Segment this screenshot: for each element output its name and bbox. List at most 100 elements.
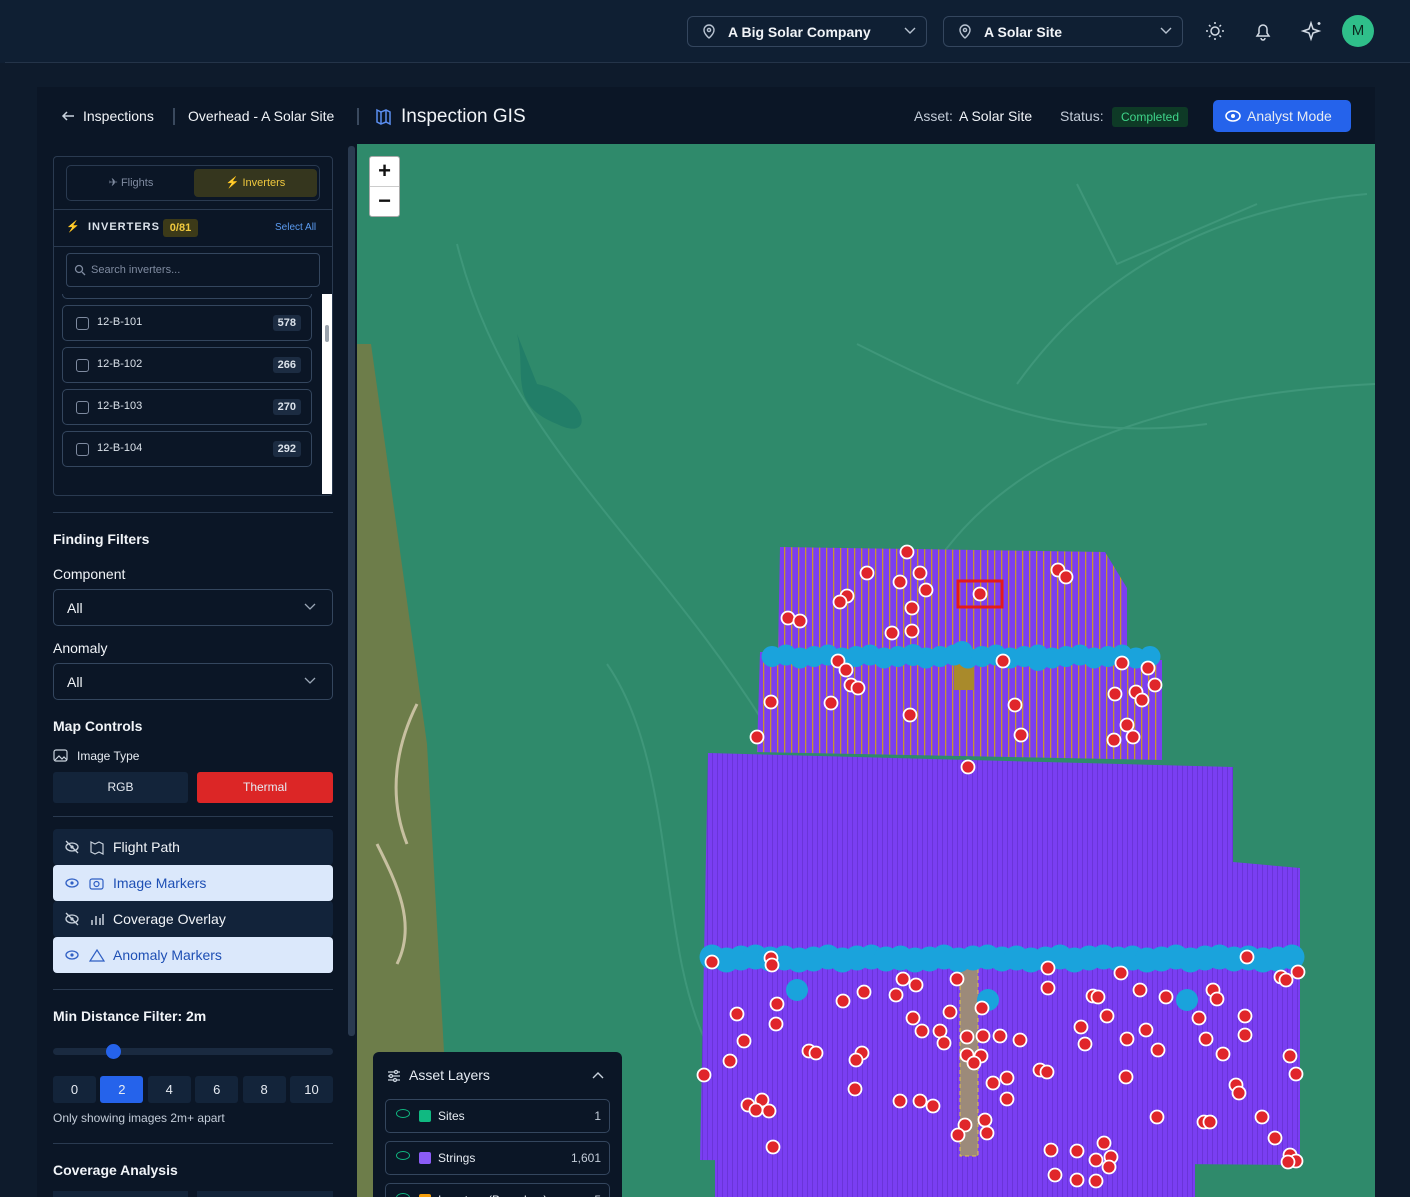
anomaly-marker[interactable]	[895, 971, 911, 987]
anomaly-marker[interactable]	[1125, 729, 1141, 745]
scroll-thumb[interactable]	[325, 325, 329, 342]
anomaly-marker[interactable]	[1267, 1130, 1283, 1146]
inverter-item[interactable]: 12-B-101 578	[62, 305, 312, 341]
anomaly-marker[interactable]	[835, 993, 851, 1009]
anomaly-marker[interactable]	[974, 1000, 990, 1016]
anomaly-marker[interactable]	[749, 729, 765, 745]
anomaly-marker[interactable]	[999, 1070, 1015, 1086]
anomaly-marker[interactable]	[1288, 1066, 1304, 1082]
anomaly-marker[interactable]	[1058, 569, 1074, 585]
anomaly-marker[interactable]	[1239, 949, 1255, 965]
anomaly-marker[interactable]	[902, 707, 918, 723]
anomaly-marker[interactable]	[1231, 1085, 1247, 1101]
sidebar-scrollbar[interactable]	[348, 146, 355, 1036]
search-input[interactable]: Search inverters...	[66, 253, 320, 287]
anomaly-marker[interactable]	[1138, 1022, 1154, 1038]
anomaly-marker[interactable]	[832, 594, 848, 610]
anomaly-marker[interactable]	[960, 759, 976, 775]
anomaly-marker[interactable]	[1077, 1036, 1093, 1052]
layer-toggle[interactable]: Image Markers	[53, 865, 333, 901]
anomaly-marker[interactable]	[1040, 960, 1056, 976]
anomaly-marker[interactable]	[1215, 1046, 1231, 1062]
anomaly-marker[interactable]	[722, 1053, 738, 1069]
anomaly-marker[interactable]	[808, 1045, 824, 1061]
anomaly-marker[interactable]	[908, 977, 924, 993]
anomaly-marker[interactable]	[1069, 1172, 1085, 1188]
anomaly-marker[interactable]	[892, 1093, 908, 1109]
image-marker[interactable]	[1279, 944, 1305, 970]
asset-layer-row[interactable]: Inverters (Boundary) 5	[385, 1183, 610, 1197]
anomaly-marker[interactable]	[761, 1103, 777, 1119]
anomaly-marker[interactable]	[1147, 677, 1163, 693]
anomaly-marker[interactable]	[966, 1055, 982, 1071]
anomaly-marker[interactable]	[932, 1023, 948, 1039]
anomaly-marker[interactable]	[1149, 1109, 1165, 1125]
select-all[interactable]: Select All	[275, 222, 317, 233]
anomaly-marker[interactable]	[780, 610, 796, 626]
anomaly-marker[interactable]	[748, 1102, 764, 1118]
map[interactable]	[357, 144, 1375, 1197]
layer-toggle[interactable]: Coverage Overlay	[53, 901, 333, 937]
anomaly-marker[interactable]	[892, 574, 908, 590]
anomaly-marker[interactable]	[985, 1075, 1001, 1091]
distance-option[interactable]: 2	[100, 1076, 144, 1103]
anomaly-marker[interactable]	[856, 984, 872, 1000]
anomaly-marker[interactable]	[999, 1091, 1015, 1107]
anomaly-marker[interactable]	[1237, 1027, 1253, 1043]
anomaly-marker[interactable]	[949, 971, 965, 987]
anomaly-marker[interactable]	[1209, 991, 1225, 1007]
anomaly-marker[interactable]	[975, 1028, 991, 1044]
rgb-button[interactable]: RGB	[53, 772, 188, 803]
anomaly-marker[interactable]	[859, 565, 875, 581]
breadcrumb-link[interactable]: Inspections	[83, 108, 154, 124]
anomaly-marker[interactable]	[925, 1098, 941, 1114]
anomaly-marker[interactable]	[1040, 980, 1056, 996]
image-marker[interactable]	[951, 641, 973, 663]
image-marker[interactable]	[1176, 989, 1198, 1011]
anomaly-marker[interactable]	[905, 1010, 921, 1026]
checkbox[interactable]	[76, 443, 89, 456]
anomaly-marker[interactable]	[1073, 1019, 1089, 1035]
distance-option[interactable]: 6	[195, 1076, 239, 1103]
anomaly-marker[interactable]	[1012, 1032, 1028, 1048]
distance-option[interactable]: 4	[147, 1076, 191, 1103]
thermal-button[interactable]: Thermal	[197, 772, 333, 803]
visibility-icon[interactable]	[396, 1193, 410, 1197]
anomaly-marker[interactable]	[823, 695, 839, 711]
anomaly-marker[interactable]	[768, 1016, 784, 1032]
anomaly-marker[interactable]	[848, 1052, 864, 1068]
anomaly-marker[interactable]	[1113, 965, 1129, 981]
anomaly-marker[interactable]	[1254, 1109, 1270, 1125]
anomaly-marker[interactable]	[1039, 1064, 1055, 1080]
anomaly-marker[interactable]	[704, 954, 720, 970]
visibility-icon[interactable]	[396, 1151, 410, 1160]
zoom-in[interactable]: +	[378, 158, 391, 183]
inverter-item[interactable]: 12-B-102 266	[62, 347, 312, 383]
inverter-item[interactable]: 12-B-104 292	[62, 431, 312, 467]
anomaly-marker[interactable]	[936, 1035, 952, 1051]
anomaly-marker[interactable]	[1150, 1042, 1166, 1058]
anomaly-marker[interactable]	[1278, 972, 1294, 988]
anomaly-marker[interactable]	[1047, 1167, 1063, 1183]
anomaly-marker[interactable]	[847, 1081, 863, 1097]
anomaly-marker[interactable]	[899, 544, 915, 560]
anomaly-marker[interactable]	[1198, 1031, 1214, 1047]
anomaly-marker[interactable]	[888, 987, 904, 1003]
checkbox[interactable]	[76, 401, 89, 414]
anomaly-marker[interactable]	[736, 1033, 752, 1049]
anomaly-marker[interactable]	[1134, 692, 1150, 708]
anomaly-marker[interactable]	[1280, 1154, 1296, 1170]
anomaly-marker[interactable]	[1107, 686, 1123, 702]
image-marker[interactable]	[1027, 649, 1049, 671]
distance-option[interactable]: 0	[53, 1076, 96, 1103]
header-icons[interactable]	[1200, 14, 1380, 50]
anomaly-marker[interactable]	[1007, 697, 1023, 713]
anomaly-marker[interactable]	[696, 1067, 712, 1083]
anomaly-marker[interactable]	[972, 586, 988, 602]
anomaly-marker[interactable]	[838, 662, 854, 678]
anomaly-marker[interactable]	[1099, 1008, 1115, 1024]
anomaly-marker[interactable]	[1118, 1069, 1134, 1085]
anomaly-marker[interactable]	[1158, 989, 1174, 1005]
anomaly-marker[interactable]	[769, 996, 785, 1012]
avatar[interactable]: M	[1351, 22, 1365, 39]
